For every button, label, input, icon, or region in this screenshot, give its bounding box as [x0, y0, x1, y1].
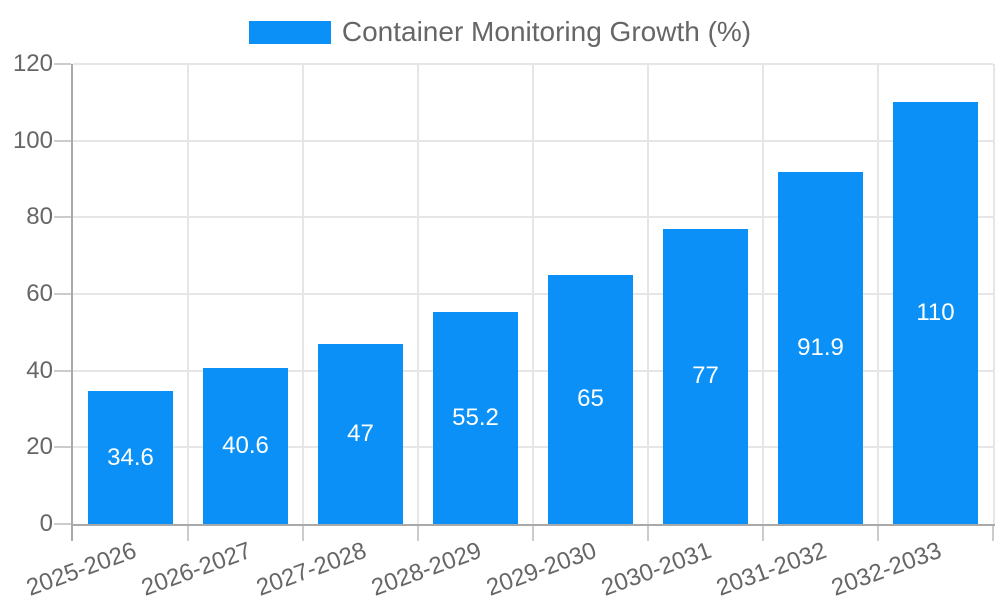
- bar[interactable]: 77: [663, 228, 748, 524]
- bar-value-label: 55.2: [452, 404, 499, 432]
- y-axis-tick: [54, 293, 71, 295]
- x-axis-tick: [647, 526, 649, 541]
- gridline-vertical: [187, 64, 189, 524]
- bar[interactable]: 34.6: [88, 391, 173, 524]
- x-axis-tick-label: 2030-2031: [597, 537, 715, 602]
- y-axis-tick-label: 60: [26, 280, 53, 307]
- legend-swatch: [248, 20, 331, 44]
- plot-right-border: [993, 64, 995, 524]
- x-axis-tick-label: 2032-2033: [827, 537, 945, 602]
- bar-value-label: 34.6: [107, 443, 154, 471]
- bar[interactable]: 40.6: [203, 368, 288, 524]
- x-axis-line: [71, 524, 995, 526]
- x-axis-tick-label: 2031-2032: [712, 537, 830, 602]
- bar-value-label: 77: [692, 362, 719, 390]
- y-axis-tick: [54, 63, 71, 65]
- x-axis-tick-label: 2026-2027: [137, 537, 255, 602]
- bar[interactable]: 65: [548, 274, 633, 524]
- x-axis-tick: [302, 526, 304, 541]
- y-axis-tick-label: 40: [26, 356, 53, 384]
- plot-area: 0 20 40 60 80 100 120 34.6 40.6 47 55.2 65 77 91.9 110…: [13, 50, 995, 602]
- y-axis-tick-label: 100: [12, 126, 53, 154]
- y-axis-tick: [54, 139, 71, 142]
- y-axis-tick-label: 80: [26, 203, 53, 231]
- x-axis-tick-label: 2028-2029: [367, 537, 485, 602]
- x-axis-tick: [762, 526, 764, 541]
- x-axis-tick: [877, 526, 879, 541]
- gridline-vertical: [647, 64, 649, 524]
- gridline-vertical: [877, 64, 879, 524]
- gridline-vertical: [762, 64, 764, 524]
- y-axis-tick: [54, 523, 71, 525]
- x-axis-tick: [532, 526, 534, 541]
- x-axis-tick: [417, 526, 419, 541]
- gridline-vertical: [302, 64, 304, 524]
- bar-value-label: 91.9: [797, 333, 844, 361]
- gridline-vertical: [532, 64, 534, 524]
- bar[interactable]: 55.2: [433, 312, 518, 524]
- y-axis-tick-label: 120: [12, 50, 53, 77]
- y-axis-line: [71, 64, 73, 541]
- bar[interactable]: 47: [318, 343, 403, 524]
- legend-label: Container Monitoring Growth (%): [341, 16, 752, 47]
- bar-value-label: 65: [577, 385, 604, 413]
- x-axis-tick: [187, 526, 189, 541]
- bar[interactable]: 91.9: [778, 171, 863, 524]
- x-axis-tick-label: 2029-2030: [482, 537, 600, 602]
- y-axis-tick: [54, 369, 71, 372]
- y-axis-tick: [54, 216, 71, 219]
- y-axis-tick-label: 20: [26, 433, 53, 461]
- gridline-vertical: [417, 64, 419, 524]
- bar-value-label: 40.6: [222, 432, 269, 460]
- x-axis-tick: [992, 526, 994, 541]
- bar-value-label: 110: [916, 299, 955, 327]
- legend-item[interactable]: Container Monitoring Growth (%): [248, 16, 752, 48]
- bar-value-label: 47: [347, 419, 374, 447]
- x-axis-tick-label: 2027-2028: [252, 537, 370, 602]
- legend: Container Monitoring Growth (%): [0, 16, 1000, 48]
- y-axis-tick: [54, 446, 71, 449]
- x-axis-tick-label: 2025-2026: [22, 537, 140, 602]
- bar[interactable]: 110: [893, 102, 978, 524]
- y-axis-tick-label: 0: [39, 510, 53, 537]
